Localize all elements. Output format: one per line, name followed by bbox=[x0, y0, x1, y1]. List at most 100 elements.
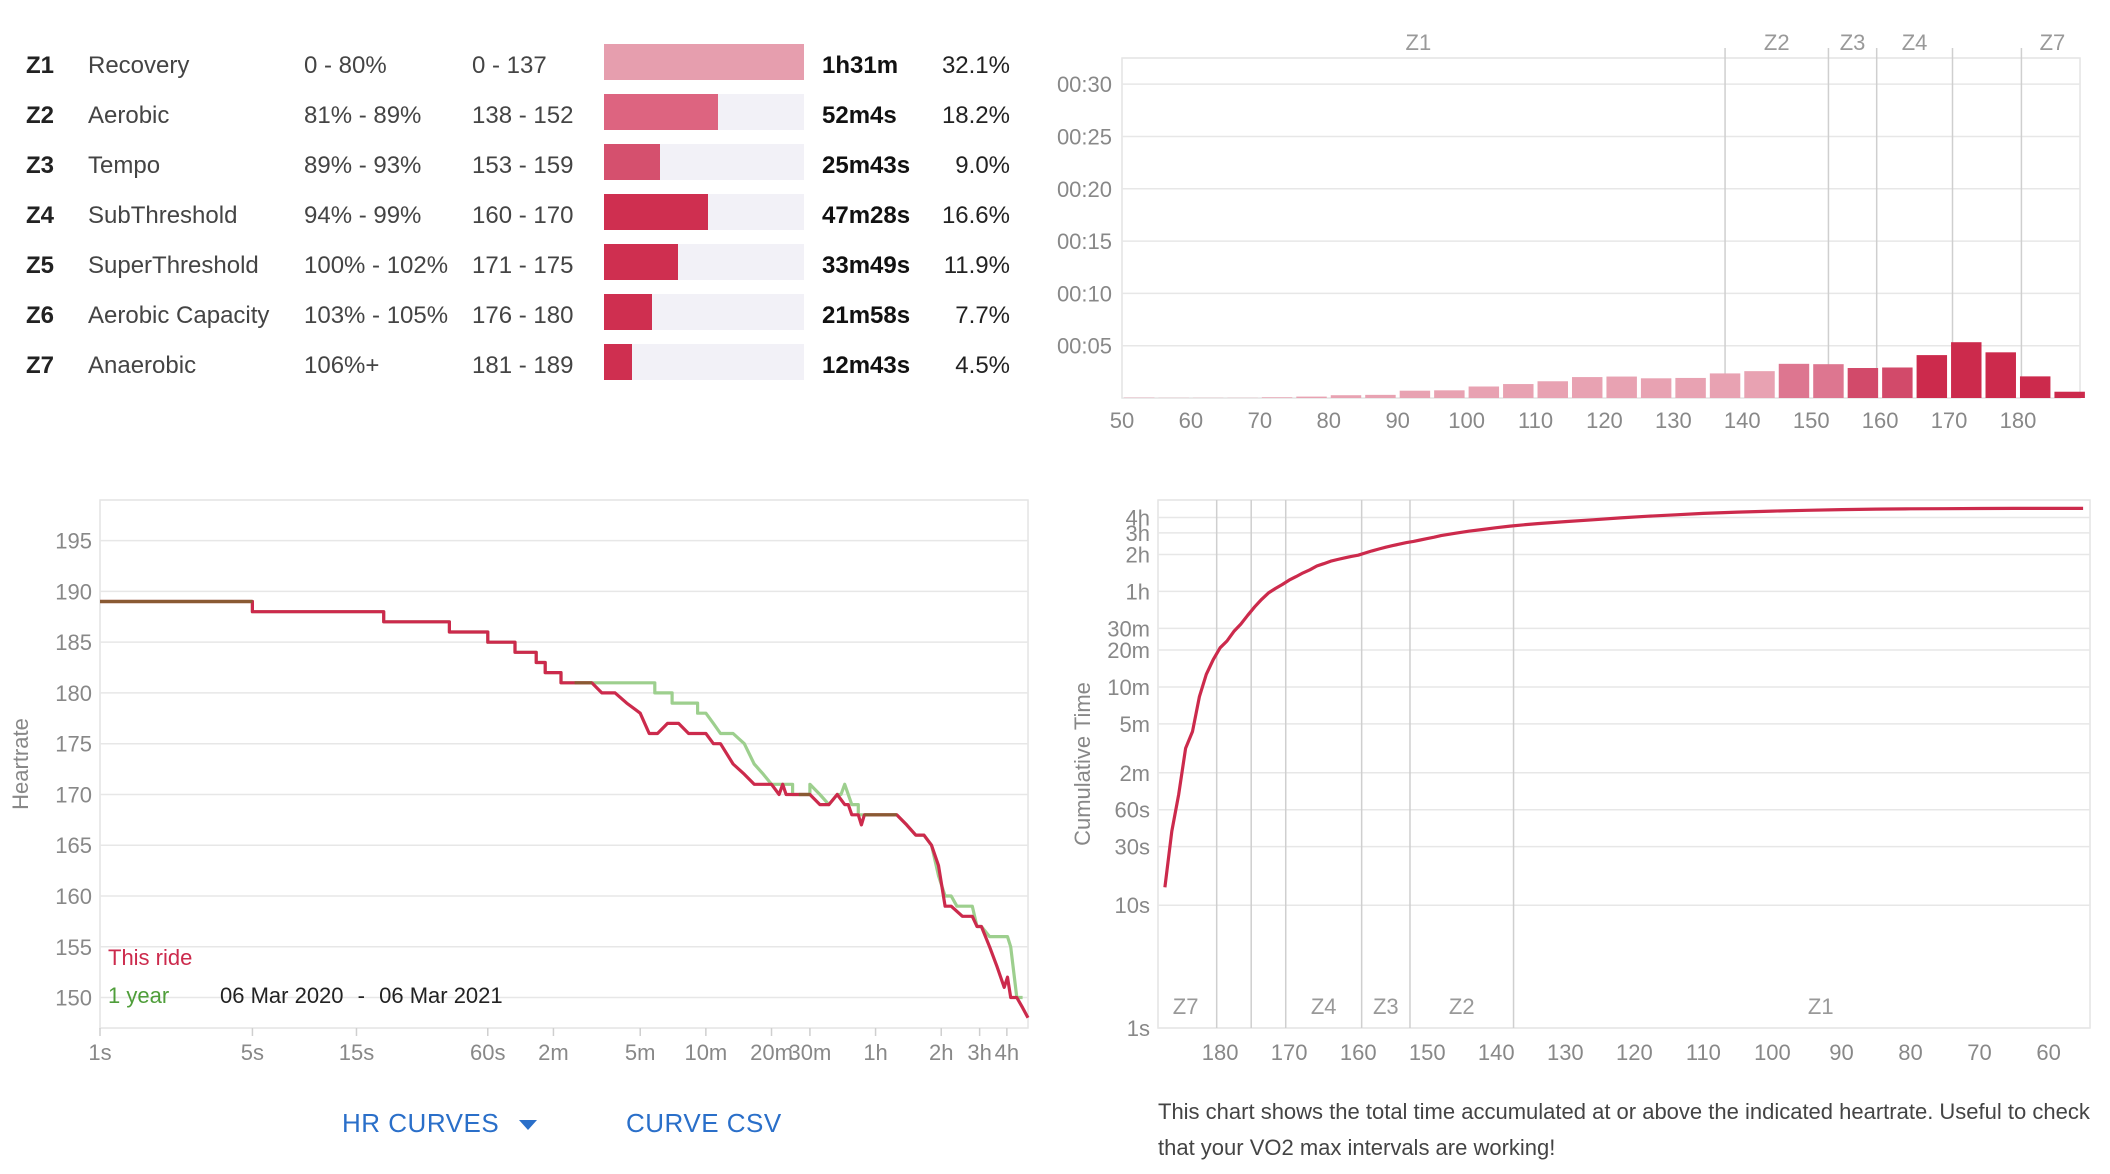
hr-curve-y-tick: 165 bbox=[55, 833, 92, 858]
range-separator: - bbox=[357, 983, 365, 1008]
hr-curve-y-tick: 170 bbox=[55, 782, 92, 807]
curve-csv-button[interactable]: CURVE CSV bbox=[626, 1108, 782, 1139]
hr-curve-frame bbox=[99, 499, 1029, 1029]
zone-percent-range: 103% - 105% bbox=[304, 302, 449, 329]
cumulative-y-tick: 30m bbox=[1107, 616, 1150, 641]
zone-bar-track bbox=[604, 344, 804, 380]
hr-curve-y-tick: 155 bbox=[55, 935, 92, 960]
zone-name: SuperThreshold bbox=[88, 252, 259, 279]
zone-time: 1h31m bbox=[822, 52, 899, 79]
hr-curve-x-tick: 10m bbox=[684, 1040, 727, 1065]
zone-time: 52m4s bbox=[822, 102, 897, 129]
cumulative-x-tick: 110 bbox=[1686, 1040, 1721, 1065]
cumulative-y-tick: 5m bbox=[1119, 712, 1150, 737]
zone-bar-track bbox=[604, 294, 804, 330]
zone-name: Aerobic Capacity bbox=[88, 302, 270, 329]
zone-time: 25m43s bbox=[822, 152, 911, 179]
zone-hr-range: 171 - 175 bbox=[472, 252, 574, 279]
cumulative-zone-label: Z7 bbox=[1173, 994, 1199, 1019]
date-range[interactable]: 06 Mar 2020 - 06 Mar 2021 bbox=[220, 983, 503, 1009]
cumulative-x-tick: 120 bbox=[1616, 1040, 1653, 1065]
hr-curve-y-tick: 160 bbox=[55, 884, 92, 909]
zone-row: Z7 Anaerobic 106%+ 181 - 189 12m43s 4.5% bbox=[0, 340, 1030, 390]
legend-1-year-label: 1 year bbox=[108, 983, 170, 1008]
hr-curve-x-tick: 1s bbox=[88, 1040, 111, 1065]
cumulative-y-tick: 2m bbox=[1119, 761, 1150, 786]
cumulative-x-tick: 170 bbox=[1271, 1040, 1308, 1065]
zone-name: SubThreshold bbox=[88, 202, 238, 229]
zone-hr-range: 176 - 180 bbox=[472, 302, 574, 329]
zone-share: 32.1% bbox=[941, 52, 1010, 79]
cumulative-x-tick: 130 bbox=[1547, 1040, 1584, 1065]
hr-curve-x-tick: 1h bbox=[863, 1040, 887, 1065]
zone-percent-range: 100% - 102% bbox=[304, 252, 449, 279]
hr-curve-series-line bbox=[100, 599, 1030, 1019]
cumulative-y-tick: 4h bbox=[1126, 506, 1150, 531]
cumulative-y-tick: 10s bbox=[1115, 893, 1150, 918]
cumulative-x-tick: 160 bbox=[1340, 1040, 1377, 1065]
hr-curves-button[interactable]: HR CURVES bbox=[342, 1108, 537, 1139]
cumulative-zone-label: Z3 bbox=[1373, 994, 1399, 1019]
zone-name: Aerobic bbox=[88, 102, 170, 129]
hr-curve-y-tick: 185 bbox=[55, 630, 92, 655]
cumulative-series-line bbox=[1163, 506, 2084, 888]
cumulative-y-tick: 30s bbox=[1115, 835, 1150, 860]
zone-bar-track bbox=[604, 194, 804, 230]
zone-percent-range: 81% - 89% bbox=[304, 102, 422, 129]
hr-curve-x-tick: 30m bbox=[789, 1040, 832, 1065]
legend-1-year[interactable]: 1 year bbox=[108, 983, 169, 1009]
zone-bar-track bbox=[604, 144, 804, 180]
zone-bar-track bbox=[604, 244, 804, 280]
cumulative-x-tick: 100 bbox=[1754, 1040, 1791, 1065]
hr-curve-x-tick: 2m bbox=[538, 1040, 569, 1065]
hr-curve-x-tick: 20m bbox=[750, 1040, 793, 1065]
zone-row: Z2 Aerobic 81% - 89% 138 - 152 52m4s 18.2% bbox=[0, 90, 1030, 140]
zone-bar-fill bbox=[604, 344, 632, 380]
hr-curve-y-tick: 180 bbox=[55, 681, 92, 706]
hr-curves-label: HR CURVES bbox=[342, 1108, 500, 1138]
zone-id: Z5 bbox=[26, 252, 55, 279]
cumulative-y-tick: 1h bbox=[1126, 579, 1150, 604]
zone-share: 16.6% bbox=[941, 202, 1010, 229]
zone-row: Z6 Aerobic Capacity 103% - 105% 176 - 180 21… bbox=[0, 290, 1030, 340]
chart-note: This chart shows the total time accumula… bbox=[1158, 1099, 2090, 1160]
zone-row: Z3 Tempo 89% - 93% 153 - 159 25m43s 9.0% bbox=[0, 140, 1030, 190]
zone-bar-fill bbox=[604, 244, 678, 280]
zone-time: 12m43s bbox=[822, 352, 911, 379]
zone-id: Z2 bbox=[26, 102, 55, 129]
cumulative-frame bbox=[1157, 499, 2091, 1029]
hr-curve-x-tick: 2h bbox=[929, 1040, 953, 1065]
hr-curve-y-tick: 175 bbox=[55, 732, 92, 757]
zone-time: 47m28s bbox=[822, 202, 911, 229]
caret-down-icon bbox=[518, 1120, 537, 1131]
cumulative-zone-label: Z2 bbox=[1449, 994, 1475, 1019]
zone-id: Z6 bbox=[26, 302, 55, 329]
zone-bar-fill bbox=[604, 44, 804, 80]
cumulative-y-tick: 3h bbox=[1126, 521, 1150, 546]
zone-share: 18.2% bbox=[941, 102, 1010, 129]
cumulative-x-tick: 150 bbox=[1409, 1040, 1446, 1065]
hr-curve-x-tick: 5m bbox=[625, 1040, 656, 1065]
legend-this-ride-label: This ride bbox=[108, 945, 193, 970]
hr-curve-y-tick: 195 bbox=[55, 529, 92, 554]
cumulative-x-tick: 70 bbox=[1967, 1040, 1991, 1065]
cumulative-y-tick: 2h bbox=[1126, 542, 1150, 567]
zone-hr-range: 153 - 159 bbox=[472, 152, 574, 179]
zone-name: Anaerobic bbox=[88, 352, 197, 379]
zone-share: 9.0% bbox=[955, 152, 1010, 179]
zone-time: 33m49s bbox=[822, 252, 911, 279]
legend-this-ride[interactable]: This ride bbox=[108, 945, 192, 971]
hr-curve-x-tick: 5s bbox=[241, 1040, 264, 1065]
zone-name: Recovery bbox=[88, 52, 190, 79]
zone-hr-range: 138 - 152 bbox=[472, 102, 574, 129]
hr-curve-x-tick: 3h bbox=[967, 1040, 991, 1065]
range-to: 06 Mar 2021 bbox=[379, 983, 503, 1008]
cumulative-y-axis-label: Cumulative Time bbox=[1070, 682, 1095, 846]
zone-share: 7.7% bbox=[955, 302, 1010, 329]
zone-percent-range: 94% - 99% bbox=[304, 202, 422, 229]
zone-bar-fill bbox=[604, 294, 652, 330]
hr-curve-y-axis-label: Heartrate bbox=[8, 718, 33, 810]
cumulative-y-tick: 20m bbox=[1107, 638, 1150, 663]
zone-id: Z4 bbox=[26, 202, 55, 229]
